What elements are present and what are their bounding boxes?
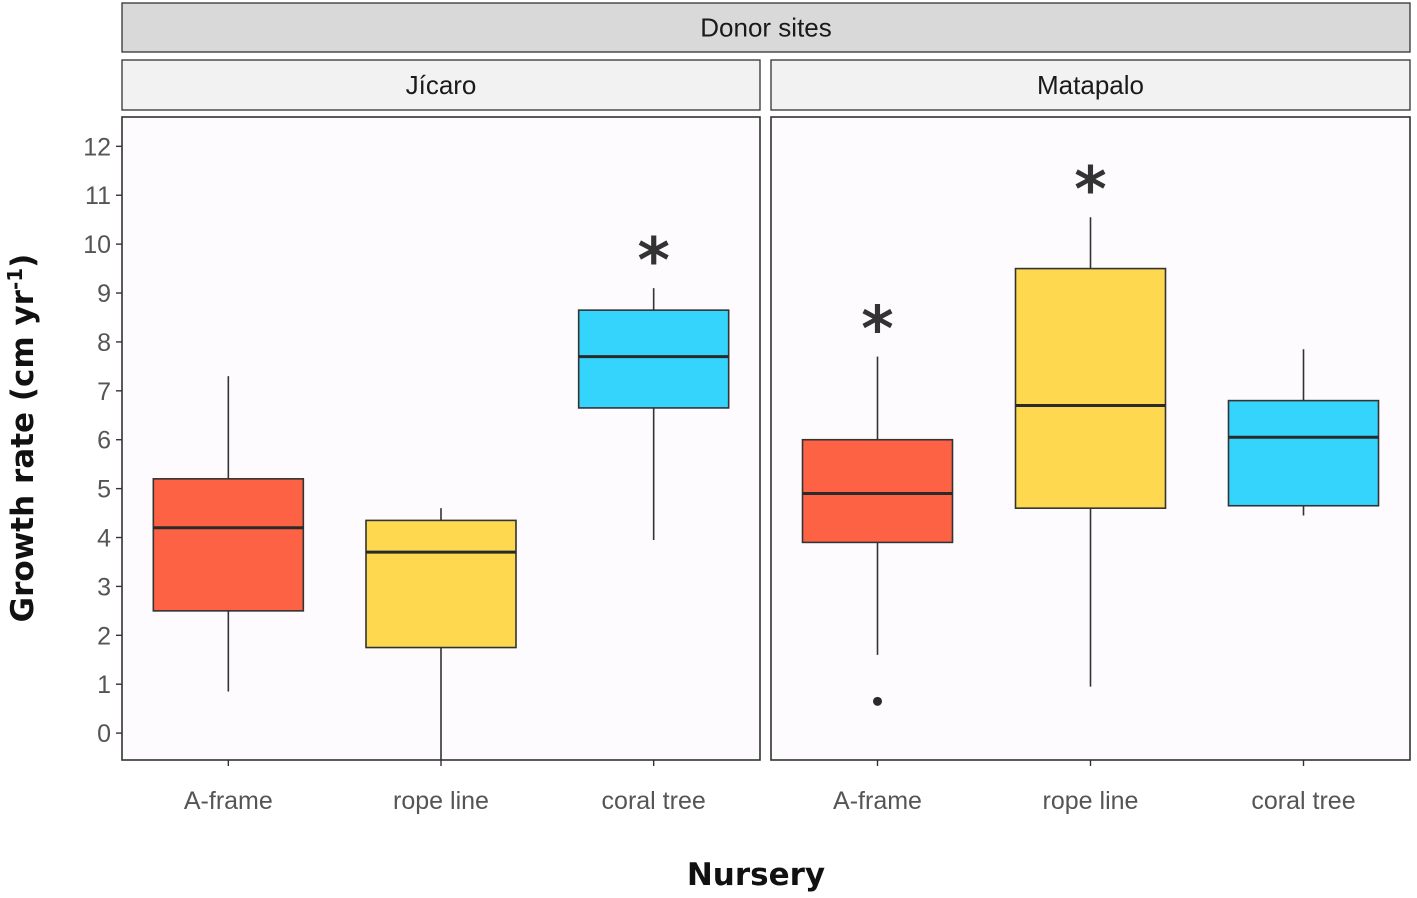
j-caro-coral-tree-significance-star: * [637,224,669,297]
strip-donor-sites-bg [121,2,1411,53]
y-tick-label-3: 3 [97,573,111,601]
x-tick-label-matapalo-coral-tree: coral tree [1251,787,1355,815]
j-caro-coral-tree-box [577,309,730,409]
strip-donor-sites-label: Donor sites [700,13,832,43]
y-tick-label-12: 12 [83,133,111,161]
strip-matapalo-bg [770,59,1411,111]
j-caro-a-frame-box [152,478,305,612]
x-tick-label-matapalo-rope-line: rope line [1043,787,1139,815]
strip-j-caro-bg [121,59,761,111]
y-tick-label-8: 8 [97,329,111,357]
x-tick-label-j-caro-rope-line: rope line [393,787,489,815]
y-axis-title-main: Growth rate (cm yr [5,289,41,622]
y-tick-label-0: 0 [97,720,111,748]
x-axis: A-frame rope line coral tree A-frame rope li… [184,760,1356,815]
matapalo-a-frame-box [801,438,954,544]
x-axis-title: Nursery [687,857,825,893]
strip-layer: Donor sites Jícaro Matapalo [121,2,1411,111]
y-tick-label-7: 7 [97,378,111,406]
matapalo-rope-line-box [1014,267,1167,509]
matapalo-a-frame-significance-star: * [861,293,893,366]
y-tick-label-11: 11 [85,182,111,210]
y-tick-label-2: 2 [97,622,111,650]
y-tick-label-6: 6 [97,427,111,455]
y-tick-label-10: 10 [83,231,111,259]
y-tick-label-9: 9 [97,280,111,308]
y-tick-label-5: 5 [97,476,111,504]
y-tick-label-4: 4 [97,525,111,553]
strip-j-caro-label: Jícaro [406,70,477,100]
y-axis-title-superscript: -1 [3,268,27,290]
strip-matapalo-label: Matapalo [1037,70,1144,100]
x-tick-label-j-caro-a-frame: A-frame [184,787,273,815]
panel-layer: * * * [121,116,1411,761]
matapalo-coral-tree-box [1227,399,1380,507]
x-tick-label-j-caro-coral-tree: coral tree [602,787,706,815]
matapalo-a-frame-outlier-0 [873,696,882,706]
y-axis-title: Growth rate (cm yr-1) [3,254,41,623]
x-tick-label-matapalo-a-frame: A-frame [833,787,922,815]
y-axis-title-close: ) [5,254,41,268]
matapalo-rope-line-significance-star: * [1074,153,1106,226]
y-tick-label-1: 1 [97,671,111,699]
j-caro-rope-line-box [365,519,517,649]
